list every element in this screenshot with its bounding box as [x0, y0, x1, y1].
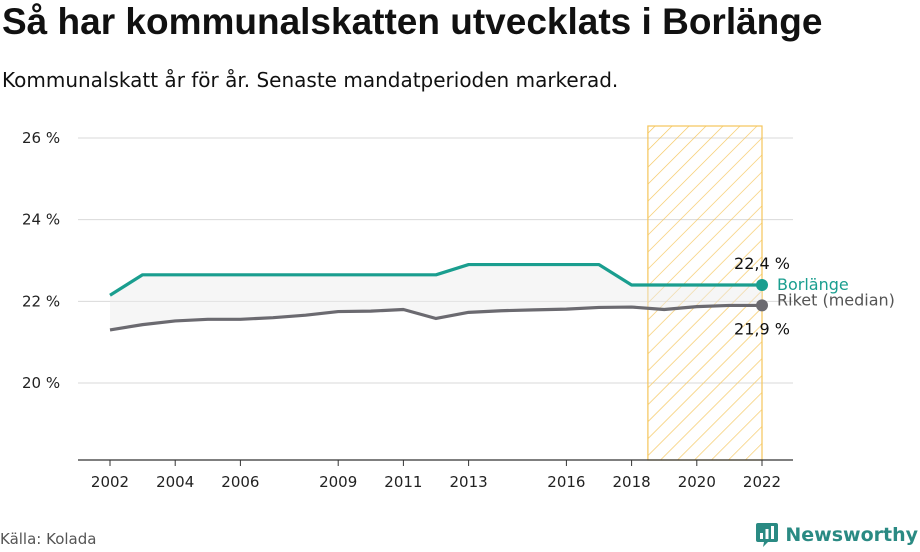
riket-end-point — [756, 299, 768, 312]
source-note: Källa: Kolada — [0, 530, 97, 548]
y-axis-ticks: 20 % 22 % 24 % 26 % — [22, 129, 60, 392]
borlange-series-label: Borlänge — [777, 275, 849, 294]
x-tick-label: 2016 — [547, 473, 585, 491]
riket-median-line — [109, 303, 762, 332]
brand-logo: Newsworthy — [755, 520, 918, 550]
highlight-box — [647, 125, 763, 461]
y-tick-label: 22 % — [22, 292, 60, 310]
x-tick-label: 2022 — [743, 473, 781, 491]
borlange-value-label: 22,4 % — [734, 254, 790, 273]
y-tick-label: 20 % — [22, 374, 60, 392]
x-tick-label: 2013 — [450, 473, 488, 491]
riket-value-label: 21,9 % — [734, 319, 790, 338]
x-tick-label: 2009 — [319, 473, 357, 491]
x-tick-label: 2020 — [678, 473, 716, 491]
borlange-line — [109, 262, 762, 297]
borlange-end-point — [756, 279, 768, 291]
chart-title: Så har kommunalskatten utvecklats i Borl… — [2, 1, 823, 42]
highlight-period — [647, 125, 763, 461]
y-tick-label: 24 % — [22, 211, 60, 229]
x-tick-label: 2002 — [91, 473, 129, 491]
x-axis-ticks: 2002 2004 2006 2009 2011 2013 2016 2018 2020 2022 — [91, 460, 781, 491]
x-tick-label: 2004 — [156, 473, 194, 491]
x-tick-label: 2011 — [384, 473, 422, 491]
series-lines — [109, 262, 768, 332]
x-tick-label: 2006 — [221, 473, 259, 491]
difference-area — [110, 264, 762, 330]
brand-name: Newsworthy — [785, 524, 918, 546]
y-tick-label: 26 % — [22, 129, 60, 147]
chart-subtitle: Kommunalskatt år för år. Senaste mandatp… — [2, 68, 619, 92]
difference-band — [110, 264, 762, 330]
riket-series-label: Riket (median) — [777, 290, 895, 309]
x-tick-label: 2018 — [613, 473, 651, 491]
newsworthy-logo-icon — [756, 523, 779, 547]
